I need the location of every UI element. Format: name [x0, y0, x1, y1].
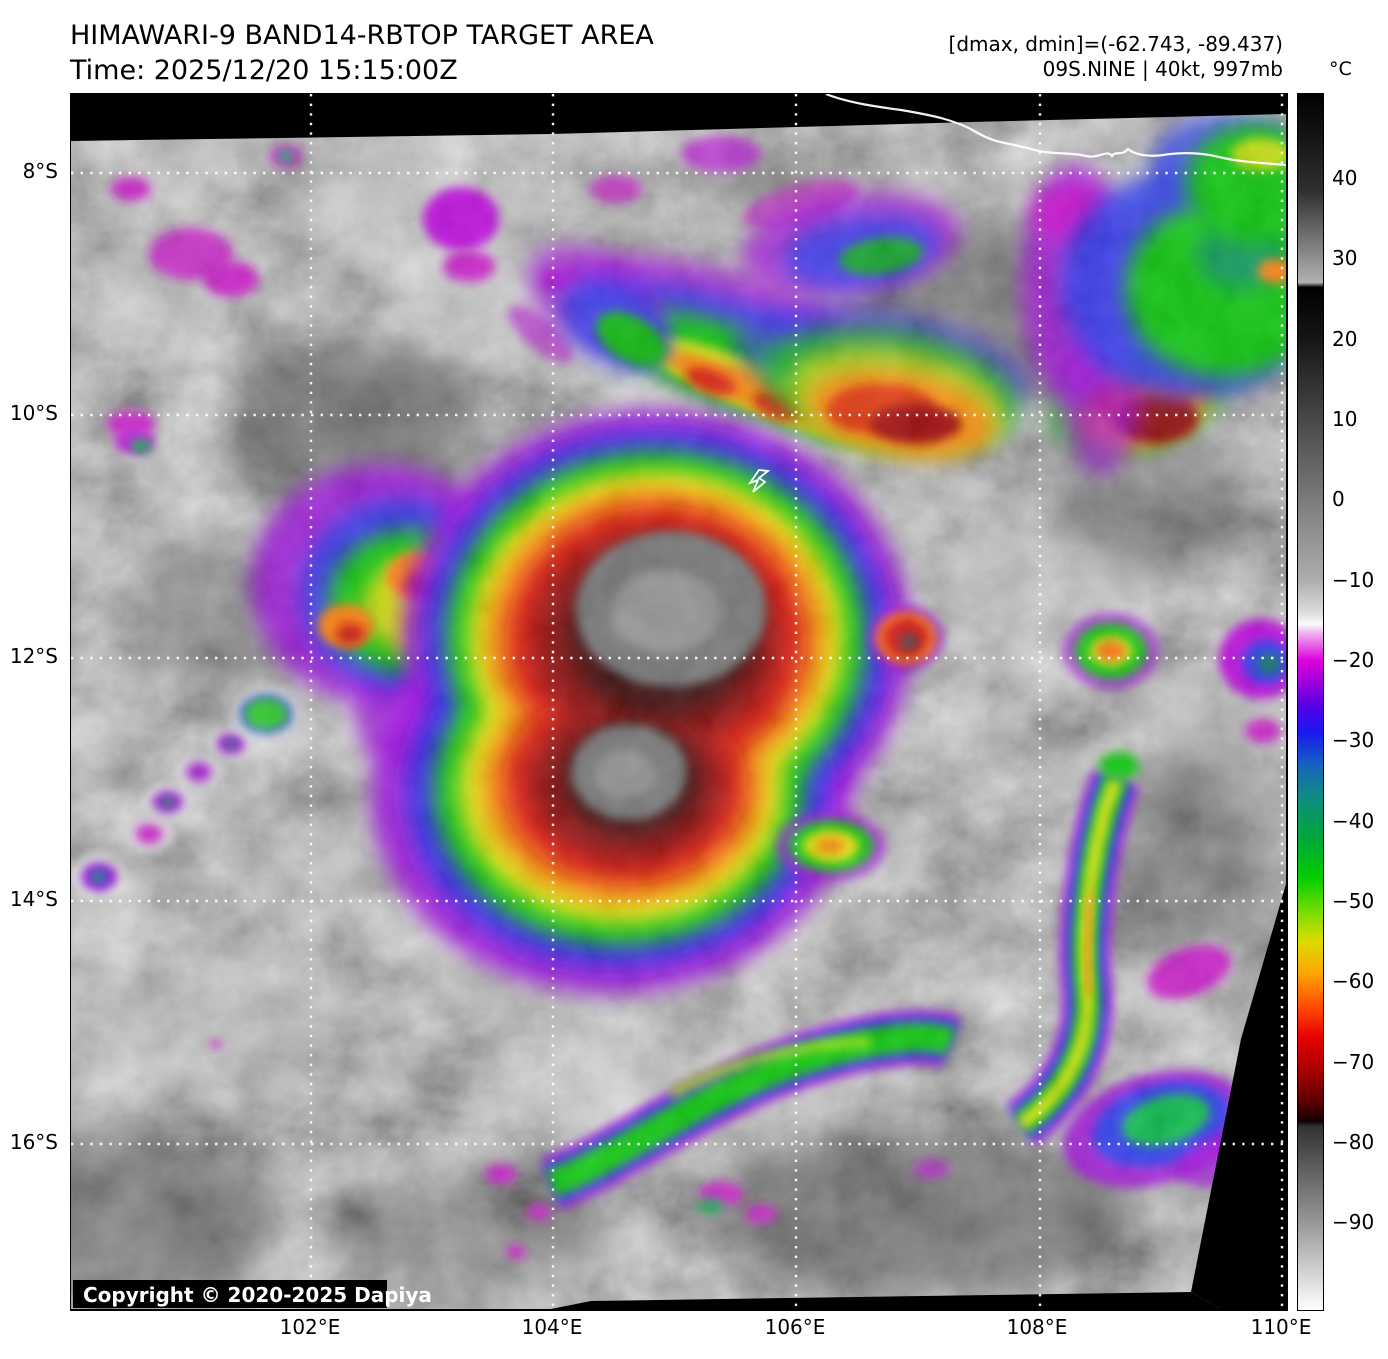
colorbar-tick: −70 — [1332, 1050, 1375, 1074]
annotation-block: [dmax, dmin]=(-62.743, -89.437) 09S.NINE… — [949, 32, 1283, 82]
colorbar-tick: −40 — [1332, 809, 1375, 833]
copyright-box: Copyright © 2020-2025 Dapiya — [73, 1280, 432, 1308]
colorbar-gradient — [1298, 94, 1323, 1310]
lat-tick-label: 8°S — [22, 159, 58, 183]
colorbar-tick: 20 — [1332, 327, 1358, 351]
lat-tick-label: 16°S — [9, 1130, 58, 1154]
storm-info-label: 09S.NINE | 40kt, 997mb — [1042, 57, 1283, 81]
lon-tick-label: 110°E — [1250, 1315, 1312, 1339]
time-line: Time: 2025/12/20 15:15:00Z — [70, 55, 458, 86]
colorbar-tick: −60 — [1332, 969, 1375, 993]
graticule — [71, 94, 1286, 1309]
colorbar-tick: −80 — [1332, 1130, 1375, 1154]
plot-title: HIMAWARI-9 BAND14-RBTOP TARGET AREA Time… — [70, 18, 654, 88]
colorbar-tick: −90 — [1332, 1210, 1375, 1234]
colorbar-tick: 40 — [1332, 166, 1358, 190]
copyright-text: Copyright © 2020-2025 Dapiya — [83, 1283, 432, 1307]
colorbar-tick: 30 — [1332, 246, 1358, 270]
lat-tick-label: 12°S — [9, 644, 58, 668]
colorbar-tick: 0 — [1332, 487, 1345, 511]
storm-center-marker — [747, 469, 771, 493]
lon-tick-label: 108°E — [1006, 1315, 1068, 1339]
colorbar-tick: −30 — [1332, 728, 1375, 752]
lon-tick-label: 104°E — [521, 1315, 583, 1339]
colorbar — [1297, 93, 1324, 1311]
colorbar-tick: −10 — [1332, 568, 1375, 592]
grain-overlay — [71, 94, 1286, 1309]
colorbar-unit-label: °C — [1329, 58, 1352, 80]
lat-tick-label: 10°S — [9, 401, 58, 425]
satellite-image-panel: Copyright © 2020-2025 Dapiya — [70, 93, 1288, 1311]
lon-tick-label: 102°E — [279, 1315, 341, 1339]
title-line: HIMAWARI-9 BAND14-RBTOP TARGET AREA — [70, 20, 654, 51]
dmax-dmin-label: [dmax, dmin]=(-62.743, -89.437) — [948, 32, 1283, 56]
colorbar-tick: −20 — [1332, 648, 1375, 672]
lat-tick-label: 14°S — [9, 887, 58, 911]
satellite-image: Copyright © 2020-2025 Dapiya — [71, 94, 1287, 1309]
coastline — [825, 94, 1287, 167]
colorbar-tick: 10 — [1332, 407, 1358, 431]
scan-edge-black — [71, 94, 1286, 1309]
lon-tick-label: 106°E — [764, 1315, 826, 1339]
colorbar-tick: −50 — [1332, 889, 1375, 913]
